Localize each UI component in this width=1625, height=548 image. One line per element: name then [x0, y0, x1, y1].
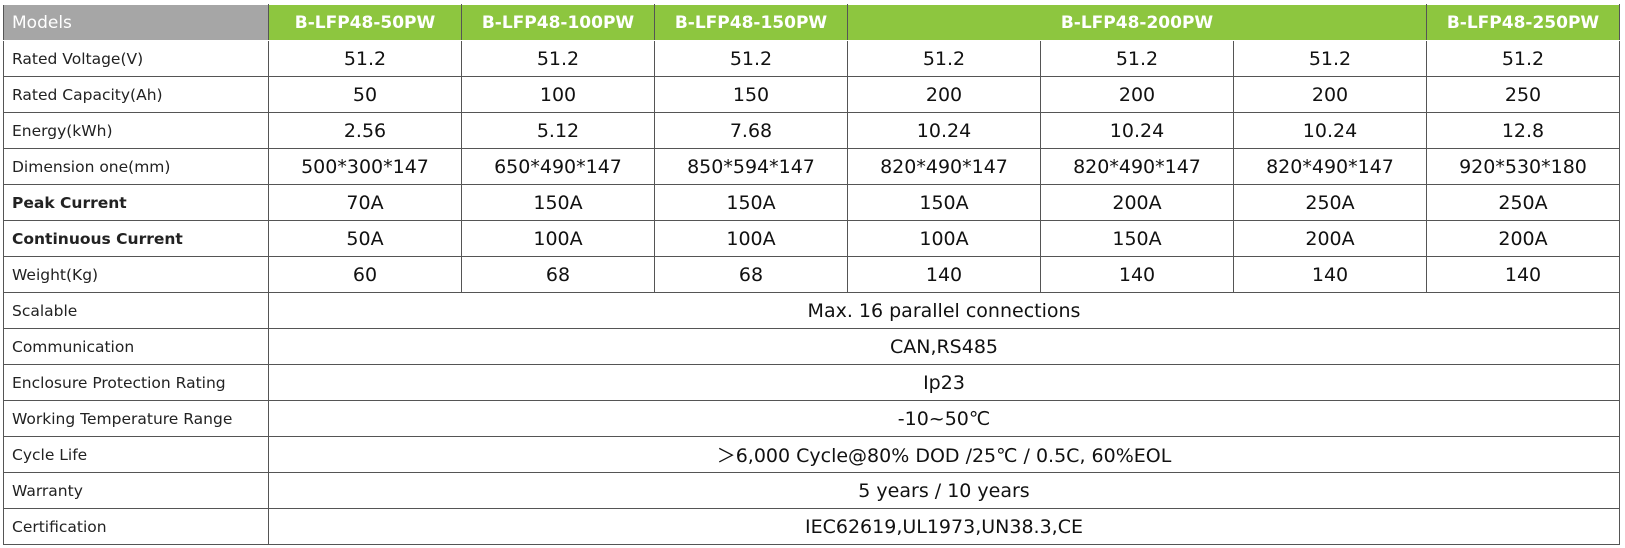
spec-row: Scalable Max. 16 parallel connections — [3, 292, 1620, 329]
spec-label: Warranty — [3, 472, 269, 509]
spec-label: Peak Current — [3, 184, 269, 221]
spec-value: 68 — [654, 256, 848, 293]
spec-value: 150A — [1040, 220, 1234, 257]
spec-label: Scalable — [3, 292, 269, 329]
header-label: Models — [3, 4, 269, 41]
spec-row: Dimension one(mm) 500*300*147 650*490*147 8… — [3, 148, 1620, 185]
spec-value: 150 — [654, 76, 848, 113]
spec-label: Communication — [3, 328, 269, 365]
spec-value: 51.2 — [1233, 40, 1427, 77]
spec-value: 5 years / 10 years — [268, 472, 1620, 509]
spec-value: 10.24 — [847, 112, 1041, 149]
spec-row: Rated Voltage(V) 51.2 51.2 51.2 51.2 51.2 51.2… — [3, 40, 1620, 77]
spec-row: Enclosure Protection Rating Ip23 — [3, 364, 1620, 401]
spec-row: Rated Capacity(Ah) 50 100 150 200 200 200 250 — [3, 76, 1620, 113]
spec-label: Continuous Current — [3, 220, 269, 257]
model-heading: B-LFP48-200PW — [847, 4, 1427, 41]
spec-value: 2.56 — [268, 112, 462, 149]
spec-row: Working Temperature Range -10~50℃ — [3, 400, 1620, 437]
spec-label: Enclosure Protection Rating — [3, 364, 269, 401]
spec-value: 70A — [268, 184, 462, 221]
spec-value: CAN,RS485 — [268, 328, 1620, 365]
spec-value: 150A — [461, 184, 655, 221]
spec-value: 150A — [654, 184, 848, 221]
spec-value: IEC62619,UL1973,UN38.3,CE — [268, 508, 1620, 545]
spec-value: 140 — [847, 256, 1041, 293]
spec-table: Models B-LFP48-50PW B-LFP48-100PW B-LFP48-1… — [3, 4, 1620, 545]
spec-value: 100 — [461, 76, 655, 113]
spec-value: 51.2 — [1426, 40, 1620, 77]
spec-value: 68 — [461, 256, 655, 293]
model-heading: B-LFP48-50PW — [268, 4, 462, 41]
spec-value: 200 — [847, 76, 1041, 113]
spec-value: ＞6,000 Cycle@80% DOD /25℃ / 0.5C, 60%EOL — [268, 436, 1620, 473]
spec-label: Rated Capacity(Ah) — [3, 76, 269, 113]
spec-value: 10.24 — [1233, 112, 1427, 149]
spec-label: Cycle Life — [3, 436, 269, 473]
spec-value: 50 — [268, 76, 462, 113]
spec-value: 820*490*147 — [1233, 148, 1427, 185]
spec-row: Peak Current 70A 150A 150A 150A 200A 250A 250A — [3, 184, 1620, 221]
spec-value: 50A — [268, 220, 462, 257]
spec-value: 140 — [1040, 256, 1234, 293]
spec-row: Certification IEC62619,UL1973,UN38.3,CE — [3, 508, 1620, 545]
spec-value: 51.2 — [847, 40, 1041, 77]
spec-value: 100A — [461, 220, 655, 257]
spec-row: Warranty 5 years / 10 years — [3, 472, 1620, 509]
spec-value: 850*594*147 — [654, 148, 848, 185]
spec-value: Max. 16 parallel connections — [268, 292, 1620, 329]
spec-value: 820*490*147 — [847, 148, 1041, 185]
spec-value: 150A — [847, 184, 1041, 221]
spec-value: 7.68 — [654, 112, 848, 149]
spec-value: 500*300*147 — [268, 148, 462, 185]
spec-value: 60 — [268, 256, 462, 293]
model-heading: B-LFP48-250PW — [1426, 4, 1620, 41]
spec-row: Cycle Life ＞6,000 Cycle@80% DOD /25℃ / 0.… — [3, 436, 1620, 473]
spec-value: 250 — [1426, 76, 1620, 113]
spec-label: Energy(kWh) — [3, 112, 269, 149]
header-row: Models B-LFP48-50PW B-LFP48-100PW B-LFP48-1… — [3, 4, 1620, 41]
spec-value: 140 — [1233, 256, 1427, 293]
spec-value: -10~50℃ — [268, 400, 1620, 437]
spec-value: 650*490*147 — [461, 148, 655, 185]
spec-value: 200 — [1040, 76, 1234, 113]
spec-value: 920*530*180 — [1426, 148, 1620, 185]
spec-value: 10.24 — [1040, 112, 1234, 149]
spec-value: 5.12 — [461, 112, 655, 149]
model-heading: B-LFP48-100PW — [461, 4, 655, 41]
spec-value: 100A — [654, 220, 848, 257]
spec-label: Weight(Kg) — [3, 256, 269, 293]
spec-label: Rated Voltage(V) — [3, 40, 269, 77]
spec-value: 250A — [1233, 184, 1427, 221]
model-heading: B-LFP48-150PW — [654, 4, 848, 41]
spec-value: 51.2 — [1040, 40, 1234, 77]
spec-value: 100A — [847, 220, 1041, 257]
spec-value: 200A — [1040, 184, 1234, 221]
spec-value: 200A — [1426, 220, 1620, 257]
spec-value: 250A — [1426, 184, 1620, 221]
spec-value: 51.2 — [654, 40, 848, 77]
spec-label: Certification — [3, 508, 269, 545]
spec-row: Continuous Current 50A 100A 100A 100A 150A 200… — [3, 220, 1620, 257]
spec-label: Working Temperature Range — [3, 400, 269, 437]
spec-row: Energy(kWh) 2.56 5.12 7.68 10.24 10.24 10.24 12… — [3, 112, 1620, 149]
spec-value: 140 — [1426, 256, 1620, 293]
spec-value: 200A — [1233, 220, 1427, 257]
spec-row: Weight(Kg) 60 68 68 140 140 140 140 — [3, 256, 1620, 293]
spec-value: 51.2 — [461, 40, 655, 77]
spec-value: 820*490*147 — [1040, 148, 1234, 185]
spec-label: Dimension one(mm) — [3, 148, 269, 185]
spec-value: 51.2 — [268, 40, 462, 77]
spec-row: Communication CAN,RS485 — [3, 328, 1620, 365]
spec-value: 200 — [1233, 76, 1427, 113]
spec-value: 12.8 — [1426, 112, 1620, 149]
spec-value: Ip23 — [268, 364, 1620, 401]
